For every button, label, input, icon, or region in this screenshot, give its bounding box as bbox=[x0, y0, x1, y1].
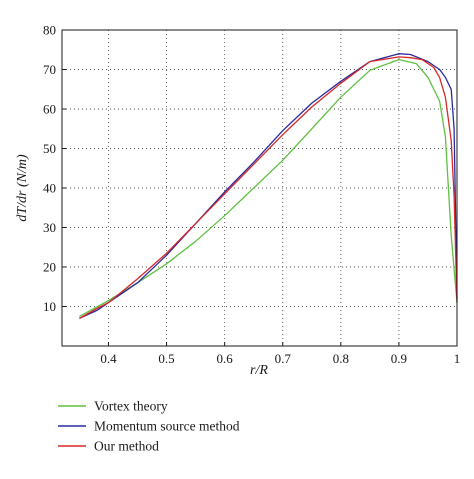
series-lines bbox=[79, 53, 458, 319]
x-tick-label: 0.5 bbox=[158, 351, 174, 366]
y-tick-label: 60 bbox=[43, 102, 56, 117]
plot-frame bbox=[61, 29, 458, 347]
x-tick-label: 0.8 bbox=[333, 351, 349, 366]
axis-ticks: 0.4 0.5 0.6 0.7 0.8 0.9 1 10 20 30 40 50 60 70 80 bbox=[43, 23, 460, 367]
x-tick-label: 0.6 bbox=[217, 351, 234, 366]
legend-label-vortex-theory: Vortex theory bbox=[94, 399, 168, 414]
x-axis-title: r/R bbox=[250, 363, 268, 378]
x-tick-label: 0.4 bbox=[100, 351, 117, 366]
legend-label-our-method: Our method bbox=[94, 439, 159, 454]
legend: Vortex theory Momentum source method Our m… bbox=[58, 399, 240, 454]
gridlines bbox=[62, 30, 457, 346]
x-tick-label: 1 bbox=[454, 351, 461, 366]
y-tick-label: 20 bbox=[43, 260, 56, 275]
y-tick-label: 30 bbox=[43, 220, 56, 235]
y-axis-title: dT/dr (N/m) bbox=[15, 154, 30, 222]
y-tick-label: 10 bbox=[43, 299, 56, 314]
y-tick-label: 70 bbox=[43, 62, 56, 77]
series-line-momentum-source-method bbox=[79, 53, 458, 319]
y-tick-label: 80 bbox=[43, 23, 56, 38]
legend-label-momentum-source-method: Momentum source method bbox=[94, 419, 240, 434]
series-line-our-method bbox=[79, 56, 458, 319]
y-tick-label: 50 bbox=[43, 141, 56, 156]
x-tick-label: 0.7 bbox=[275, 351, 292, 366]
series-line-vortex-theory bbox=[79, 58, 458, 317]
y-tick-label: 40 bbox=[43, 181, 56, 196]
x-tick-label: 0.9 bbox=[391, 351, 407, 366]
